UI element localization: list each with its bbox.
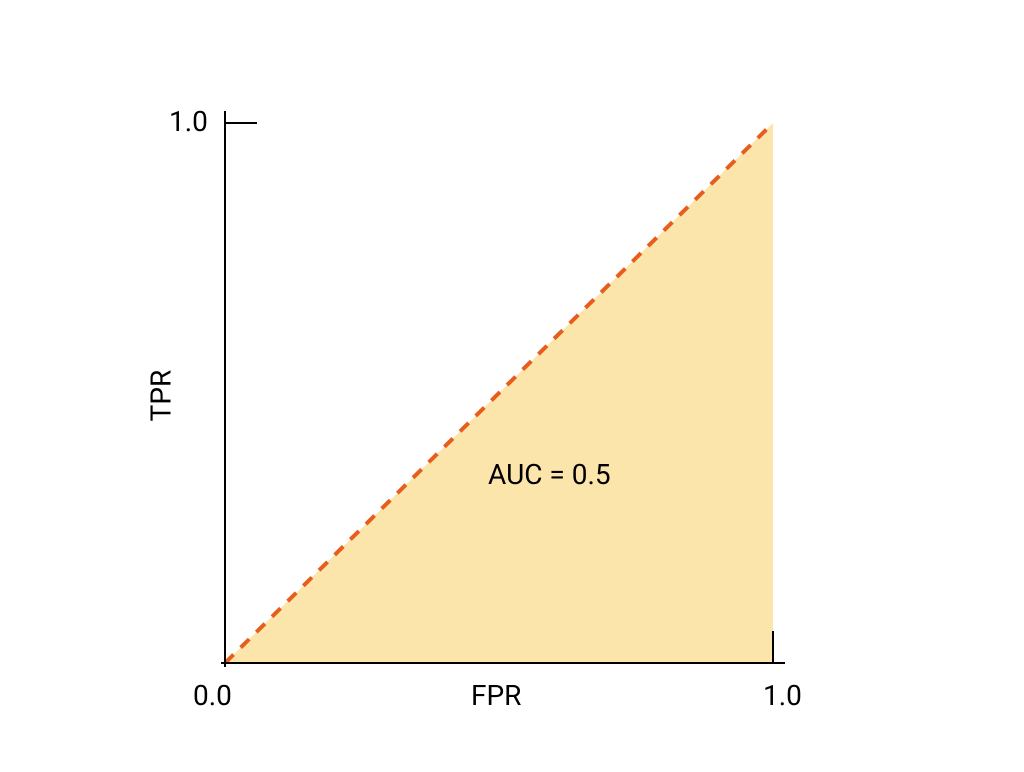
y-axis-label: TPR xyxy=(144,370,177,422)
x-min-tick-label: 0.0 xyxy=(193,679,232,712)
x-axis-label: FPR xyxy=(471,679,521,712)
x-max-tick-label: 1.0 xyxy=(763,679,802,712)
y-max-tick-label: 1.0 xyxy=(169,105,208,138)
auc-annotation: AUC = 0.5 xyxy=(488,458,611,491)
